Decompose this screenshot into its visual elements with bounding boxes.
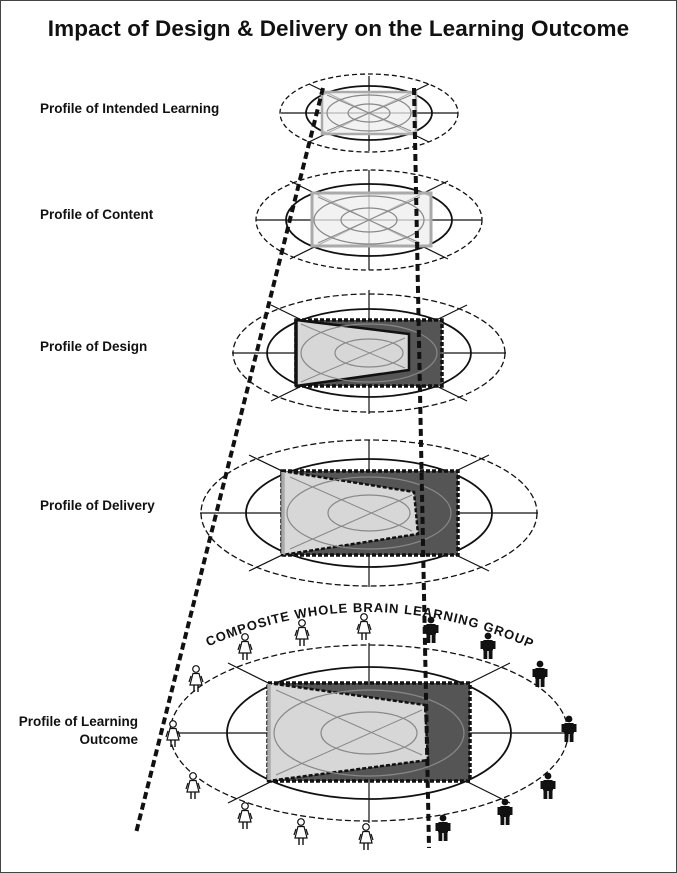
inner-ellipse [334, 338, 404, 368]
funnel-right-line [412, 87, 431, 849]
female-person-icon [356, 613, 372, 641]
female-person-icon [293, 818, 309, 846]
female-person-icon [294, 619, 310, 647]
female-person-icon [237, 802, 253, 830]
profile-outcome-diagram [169, 643, 569, 823]
inner-grid-line [300, 337, 406, 383]
inner-ellipse [273, 689, 465, 777]
female-person-icon [237, 633, 253, 661]
inner-ellipse [320, 711, 418, 755]
page-title: Impact of Design & Delivery on the Learn… [47, 16, 630, 41]
funnel-left-line [134, 87, 325, 834]
male-person-icon [435, 814, 451, 841]
inner-ellipse [347, 103, 391, 123]
male-person-icon [532, 660, 548, 687]
inner-ellipse [340, 207, 398, 233]
female-person-icon [188, 665, 204, 693]
inner-ellipse [300, 323, 438, 383]
label-intended-learning: Profile of Intended Learning [40, 101, 220, 116]
inner-ellipse [313, 195, 425, 245]
male-person-icon [497, 798, 513, 825]
female-person-icon [358, 823, 374, 851]
inner-grid-line [275, 689, 423, 756]
delivery-light-shape [280, 469, 420, 557]
inner-ellipse [327, 494, 411, 532]
inner-ellipse [326, 94, 412, 132]
label-learning-outcome: Profile of Learning Outcome [12, 713, 138, 749]
inner-grid-line [317, 196, 421, 244]
profile-content-diagram [255, 169, 483, 271]
inner-ellipse [286, 476, 452, 550]
label-design: Profile of Design [40, 339, 148, 354]
inner-grid-line [326, 94, 412, 132]
label-delivery: Profile of Delivery [40, 498, 155, 513]
inner-grid-line [289, 476, 413, 532]
label-content: Profile of Content [40, 207, 154, 222]
inner-grid-line [275, 709, 423, 776]
label-learning-outcome-line1: Profile of Learning [18, 714, 138, 729]
profile-delivery-diagram [200, 439, 538, 587]
female-person-icon [185, 772, 201, 800]
male-person-icon [540, 772, 556, 799]
inner-grid-line [289, 494, 413, 550]
inner-grid-line [300, 323, 406, 369]
profile-design-diagram [232, 290, 506, 414]
male-person-icon [561, 715, 577, 742]
profile-intended-learning-diagram [279, 73, 459, 153]
label-learning-outcome-line2: Outcome [79, 732, 138, 747]
female-person-icon [165, 720, 181, 748]
